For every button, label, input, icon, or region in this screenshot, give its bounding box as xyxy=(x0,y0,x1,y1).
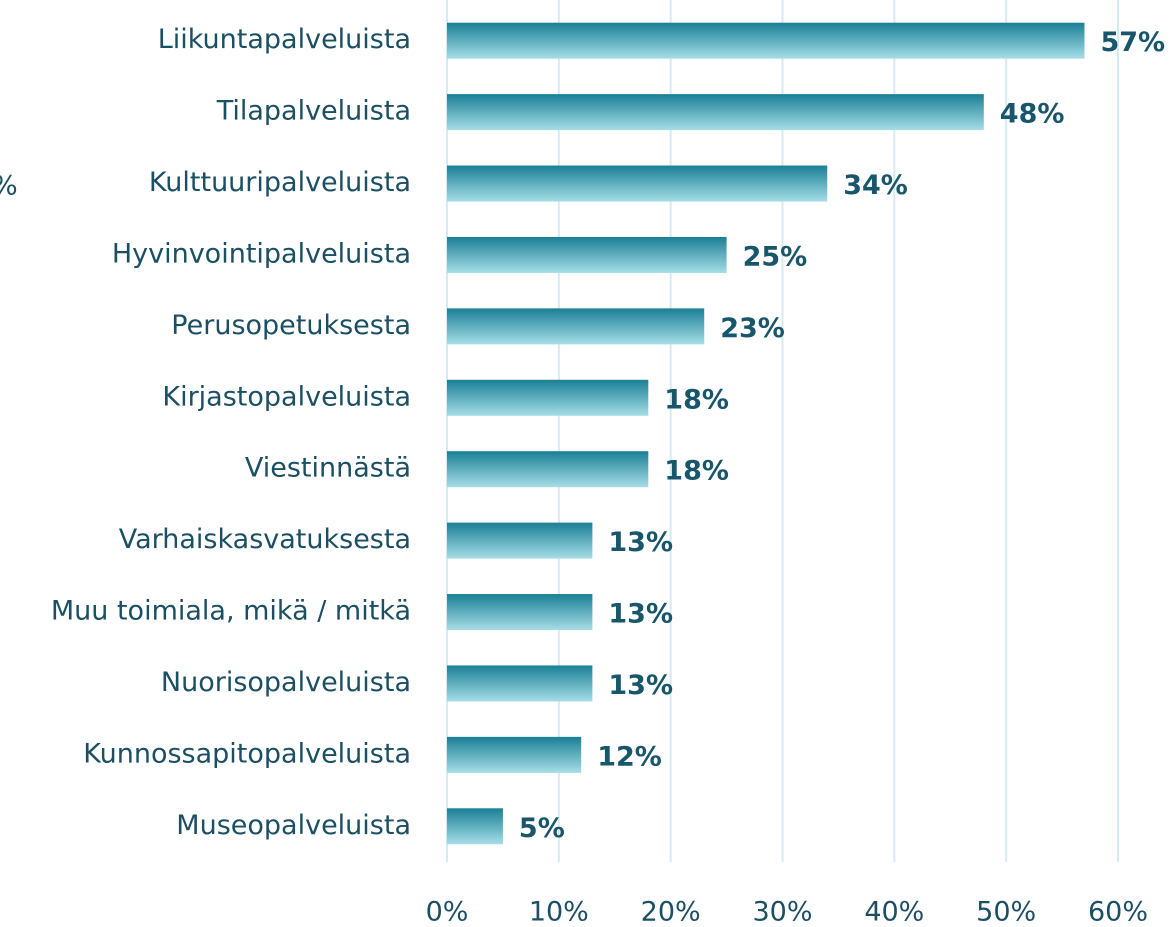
x-tick-label: 30% xyxy=(752,897,812,927)
category-label: Muu toimiala, mikä / mitkä xyxy=(51,596,411,627)
value-label: 48% xyxy=(1000,99,1065,130)
value-label: 23% xyxy=(720,313,785,344)
x-tick-label: 40% xyxy=(864,897,924,927)
bar xyxy=(447,236,727,273)
value-label: 12% xyxy=(597,741,662,772)
category-label: Kunnossapitopalveluista xyxy=(83,738,411,769)
category-label: Hyvinvointipalveluista xyxy=(112,238,411,269)
category-label: Museopalveluista xyxy=(176,810,411,841)
bar xyxy=(447,22,1085,59)
category-label: Kirjastopalveluista xyxy=(162,381,411,412)
x-tick-label: 60% xyxy=(1088,897,1148,927)
bar xyxy=(447,594,593,631)
value-label: 18% xyxy=(664,456,729,487)
value-label: 57% xyxy=(1100,27,1165,58)
category-label: Varhaiskasvatuksesta xyxy=(119,524,411,555)
bar xyxy=(447,308,705,345)
bar xyxy=(447,451,649,488)
value-label: 13% xyxy=(608,527,673,558)
bar xyxy=(447,522,593,559)
category-label: Tilapalveluista xyxy=(216,96,411,127)
x-tick-label: 50% xyxy=(976,897,1036,927)
bar xyxy=(447,94,984,131)
value-label: 34% xyxy=(843,170,908,201)
category-label: Viestinnästä xyxy=(245,453,411,484)
value-label: 5% xyxy=(519,813,565,844)
bar xyxy=(447,165,828,202)
value-label: 18% xyxy=(664,384,729,415)
bar xyxy=(447,808,503,845)
x-tick-label: 10% xyxy=(529,897,589,927)
bar xyxy=(447,736,582,773)
annotation: % xyxy=(0,171,18,202)
category-label: Kulttuuripalveluista xyxy=(149,167,411,198)
x-tick-label: 20% xyxy=(641,897,701,927)
x-tick-label: 0% xyxy=(426,897,469,927)
category-label: Nuorisopalveluista xyxy=(161,667,411,698)
value-label: 13% xyxy=(608,670,673,701)
value-label: 13% xyxy=(608,599,673,630)
bar xyxy=(447,665,593,702)
category-label: Liikuntapalveluista xyxy=(158,24,411,55)
value-label: 25% xyxy=(743,241,808,272)
category-label: Perusopetuksesta xyxy=(171,310,411,341)
bar xyxy=(447,379,649,416)
